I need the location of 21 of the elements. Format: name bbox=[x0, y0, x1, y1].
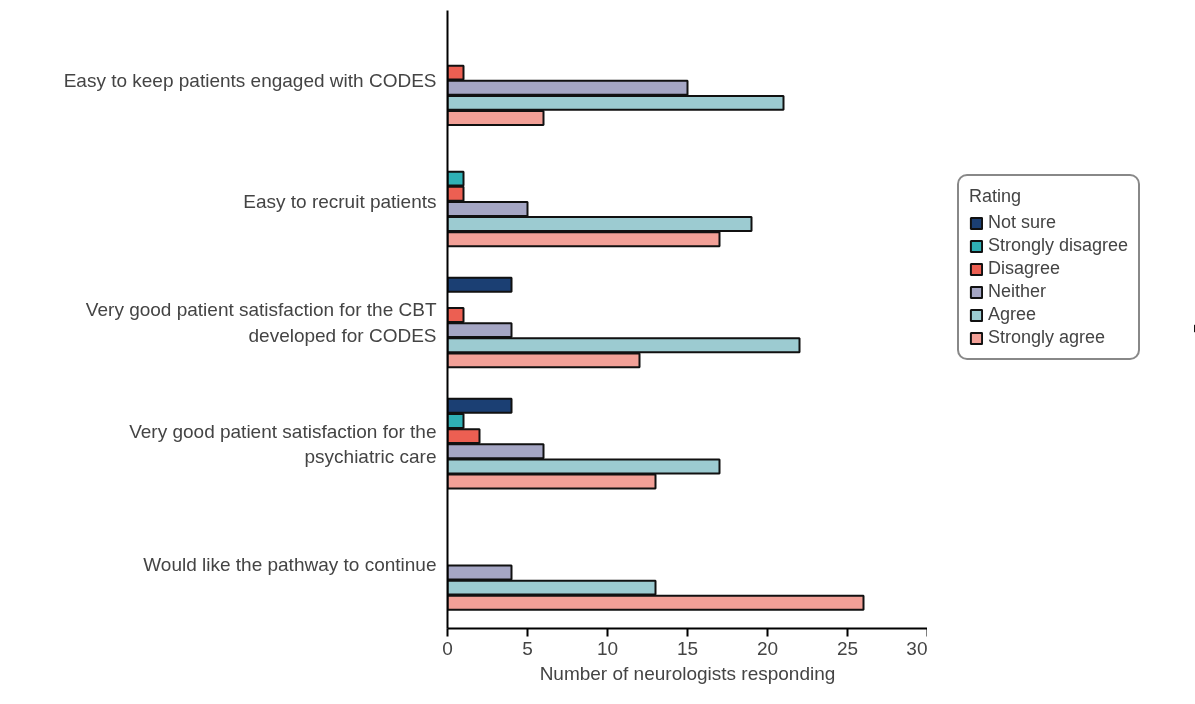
x-axis-title: Number of neurologists responding bbox=[539, 662, 836, 684]
x-tick-label: 5 bbox=[522, 637, 533, 659]
x-tick-label: 30 bbox=[906, 637, 928, 659]
bar bbox=[447, 276, 513, 293]
legend-label: Not sure bbox=[988, 212, 1057, 233]
y-tick-label: Easy to recruit patients bbox=[243, 190, 437, 212]
legend-title: Rating bbox=[969, 186, 1023, 207]
x-tick-label: 15 bbox=[676, 637, 699, 659]
legend-label: Agree bbox=[988, 304, 1037, 325]
legend-label: Strongly disagree bbox=[988, 235, 1129, 256]
y-tick-label: Easy to keep patients engaged with CODES bbox=[63, 69, 437, 91]
x-tick-label: 10 bbox=[596, 637, 619, 659]
legend-label: Disagree bbox=[988, 258, 1061, 279]
x-tick-label: 25 bbox=[836, 637, 859, 659]
x-tick-label: 0 bbox=[442, 637, 453, 659]
y-tick-label: Would like the pathway to continue bbox=[143, 554, 437, 576]
y-tick-label: Very good patient satisfaction for the CBT developed for CODES bbox=[85, 299, 437, 346]
legend-label: Strongly agree bbox=[988, 327, 1106, 348]
legend-label: Neither bbox=[988, 281, 1047, 302]
y-tick-label: Very good patient satisfaction for the psychiatric care bbox=[129, 420, 437, 467]
x-tick-label: 20 bbox=[756, 637, 779, 659]
